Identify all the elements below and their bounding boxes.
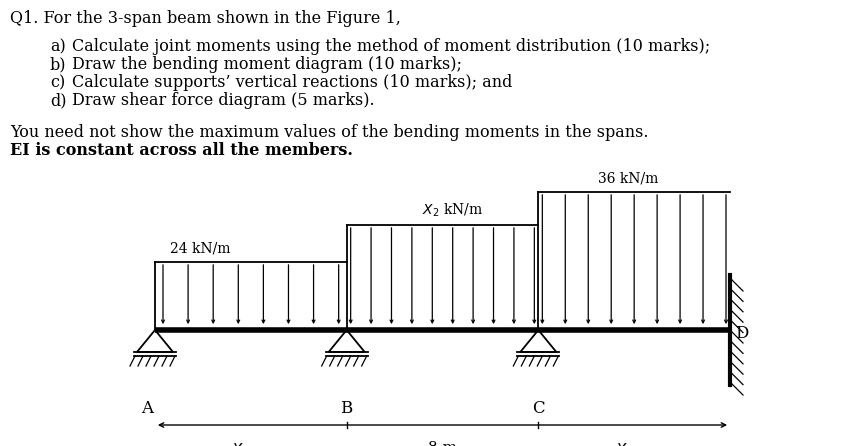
Text: A: A [141, 400, 153, 417]
Text: Draw the bending moment diagram (10 marks);: Draw the bending moment diagram (10 mark… [72, 56, 462, 73]
Text: d): d) [50, 92, 67, 109]
Text: 24 kN/m: 24 kN/m [170, 242, 231, 256]
Text: Q1. For the 3-span beam shown in the Figure 1,: Q1. For the 3-span beam shown in the Fig… [10, 10, 401, 27]
Text: D: D [735, 325, 749, 342]
Text: Calculate joint moments using the method of moment distribution (10 marks);: Calculate joint moments using the method… [72, 38, 710, 55]
Text: Calculate supports’ vertical reactions (10 marks); and: Calculate supports’ vertical reactions (… [72, 74, 512, 91]
Text: Draw shear force diagram (5 marks).: Draw shear force diagram (5 marks). [72, 92, 375, 109]
Text: $X_3$ m: $X_3$ m [614, 441, 654, 446]
Text: C: C [532, 400, 545, 417]
Text: 8 m: 8 m [428, 441, 457, 446]
Text: EI is constant across all the members.: EI is constant across all the members. [10, 142, 353, 159]
Text: You need not show the maximum values of the bending moments in the spans.: You need not show the maximum values of … [10, 124, 649, 141]
Text: 36 kN/m: 36 kN/m [598, 172, 659, 186]
Text: $X_2$ kN/m: $X_2$ kN/m [423, 202, 483, 219]
Text: c): c) [50, 74, 65, 91]
Text: b): b) [50, 56, 67, 73]
Text: a): a) [50, 38, 66, 55]
Text: $X_1$ m: $X_1$ m [231, 441, 271, 446]
Text: B: B [340, 400, 353, 417]
